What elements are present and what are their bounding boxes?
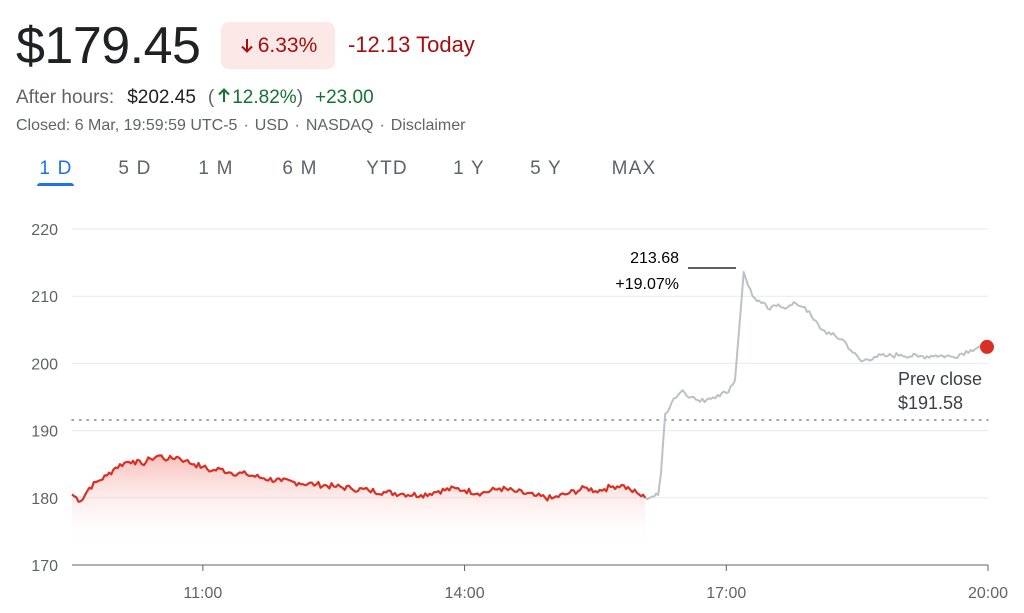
tab-5d[interactable]: 5 D	[118, 158, 152, 179]
annotation-percent: +19.07%	[615, 276, 679, 293]
y-tick-label: 170	[31, 558, 58, 575]
after-hours-change: +23.00	[315, 87, 374, 108]
tab-max[interactable]: MAX	[611, 158, 657, 179]
regular-session-line	[71, 454, 647, 503]
separator: ·	[294, 117, 300, 134]
tab-6m[interactable]: 6 M	[282, 158, 318, 179]
annotation-value: 213.68	[630, 250, 679, 267]
disclaimer-link[interactable]: Disclaimer	[390, 117, 466, 134]
x-tick-label: 20:00	[968, 585, 1008, 602]
closed-time: Closed: 6 Mar, 19:59:59 UTC-5	[16, 117, 238, 134]
after-hours-line	[644, 271, 989, 501]
change-today: -12.13 Today	[348, 32, 475, 57]
x-tick-label: 11:00	[183, 585, 222, 602]
after-hours-row: After hours: $202.45 ( 12.82% ) +23.00	[16, 86, 374, 110]
tab-5y[interactable]: 5 Y	[530, 158, 562, 179]
tab-ytd[interactable]: YTD	[366, 158, 408, 179]
change-badge: 6.33%	[221, 22, 335, 69]
range-tabs: 1 D 5 D 1 M 6 M YTD 1 Y 5 Y MAX	[0, 155, 700, 195]
y-tick-label: 200	[31, 356, 58, 373]
after-hours-percent-value: 12.82%	[232, 87, 297, 108]
separator: ·	[379, 117, 385, 134]
tab-1y[interactable]: 1 Y	[453, 158, 485, 179]
tab-1d[interactable]: 1 D	[39, 158, 73, 179]
y-tick-label: 180	[31, 491, 58, 508]
after-hours-label: After hours:	[16, 87, 115, 108]
after-hours-percent: ( 12.82% )	[208, 86, 303, 110]
prev-close-value: $191.58	[898, 393, 963, 413]
price-chart[interactable]: 170 180 190 200 210 220 11:00 14:00 17:00 20:00 Pr…	[0, 200, 1024, 613]
regular-session-area	[72, 455, 646, 549]
active-tab-indicator	[37, 183, 74, 186]
currency: USD	[254, 117, 289, 134]
market-status: Closed: 6 Mar, 19:59:59 UTC-5 · USD · NASDAQ…	[16, 117, 465, 135]
y-tick-label: 190	[31, 424, 58, 441]
prev-close-label: Prev close	[898, 369, 982, 389]
y-tick-label: 220	[31, 222, 58, 239]
paren-open: (	[207, 87, 215, 108]
y-tick-label: 210	[31, 289, 58, 306]
change-percent: 6.33%	[257, 33, 318, 57]
tab-1m[interactable]: 1 M	[198, 158, 234, 179]
after-hours-price: $202.45	[127, 87, 196, 108]
arrow-down-icon	[239, 37, 255, 54]
x-tick-label: 17:00	[706, 585, 746, 602]
separator: ·	[243, 117, 249, 134]
current-price-dot	[980, 339, 994, 354]
arrow-up-icon	[214, 86, 232, 110]
x-tick-label: 14:00	[445, 585, 485, 602]
paren-close: )	[296, 87, 304, 108]
current-price: $179.45	[16, 17, 201, 75]
exchange: NASDAQ	[305, 117, 374, 134]
